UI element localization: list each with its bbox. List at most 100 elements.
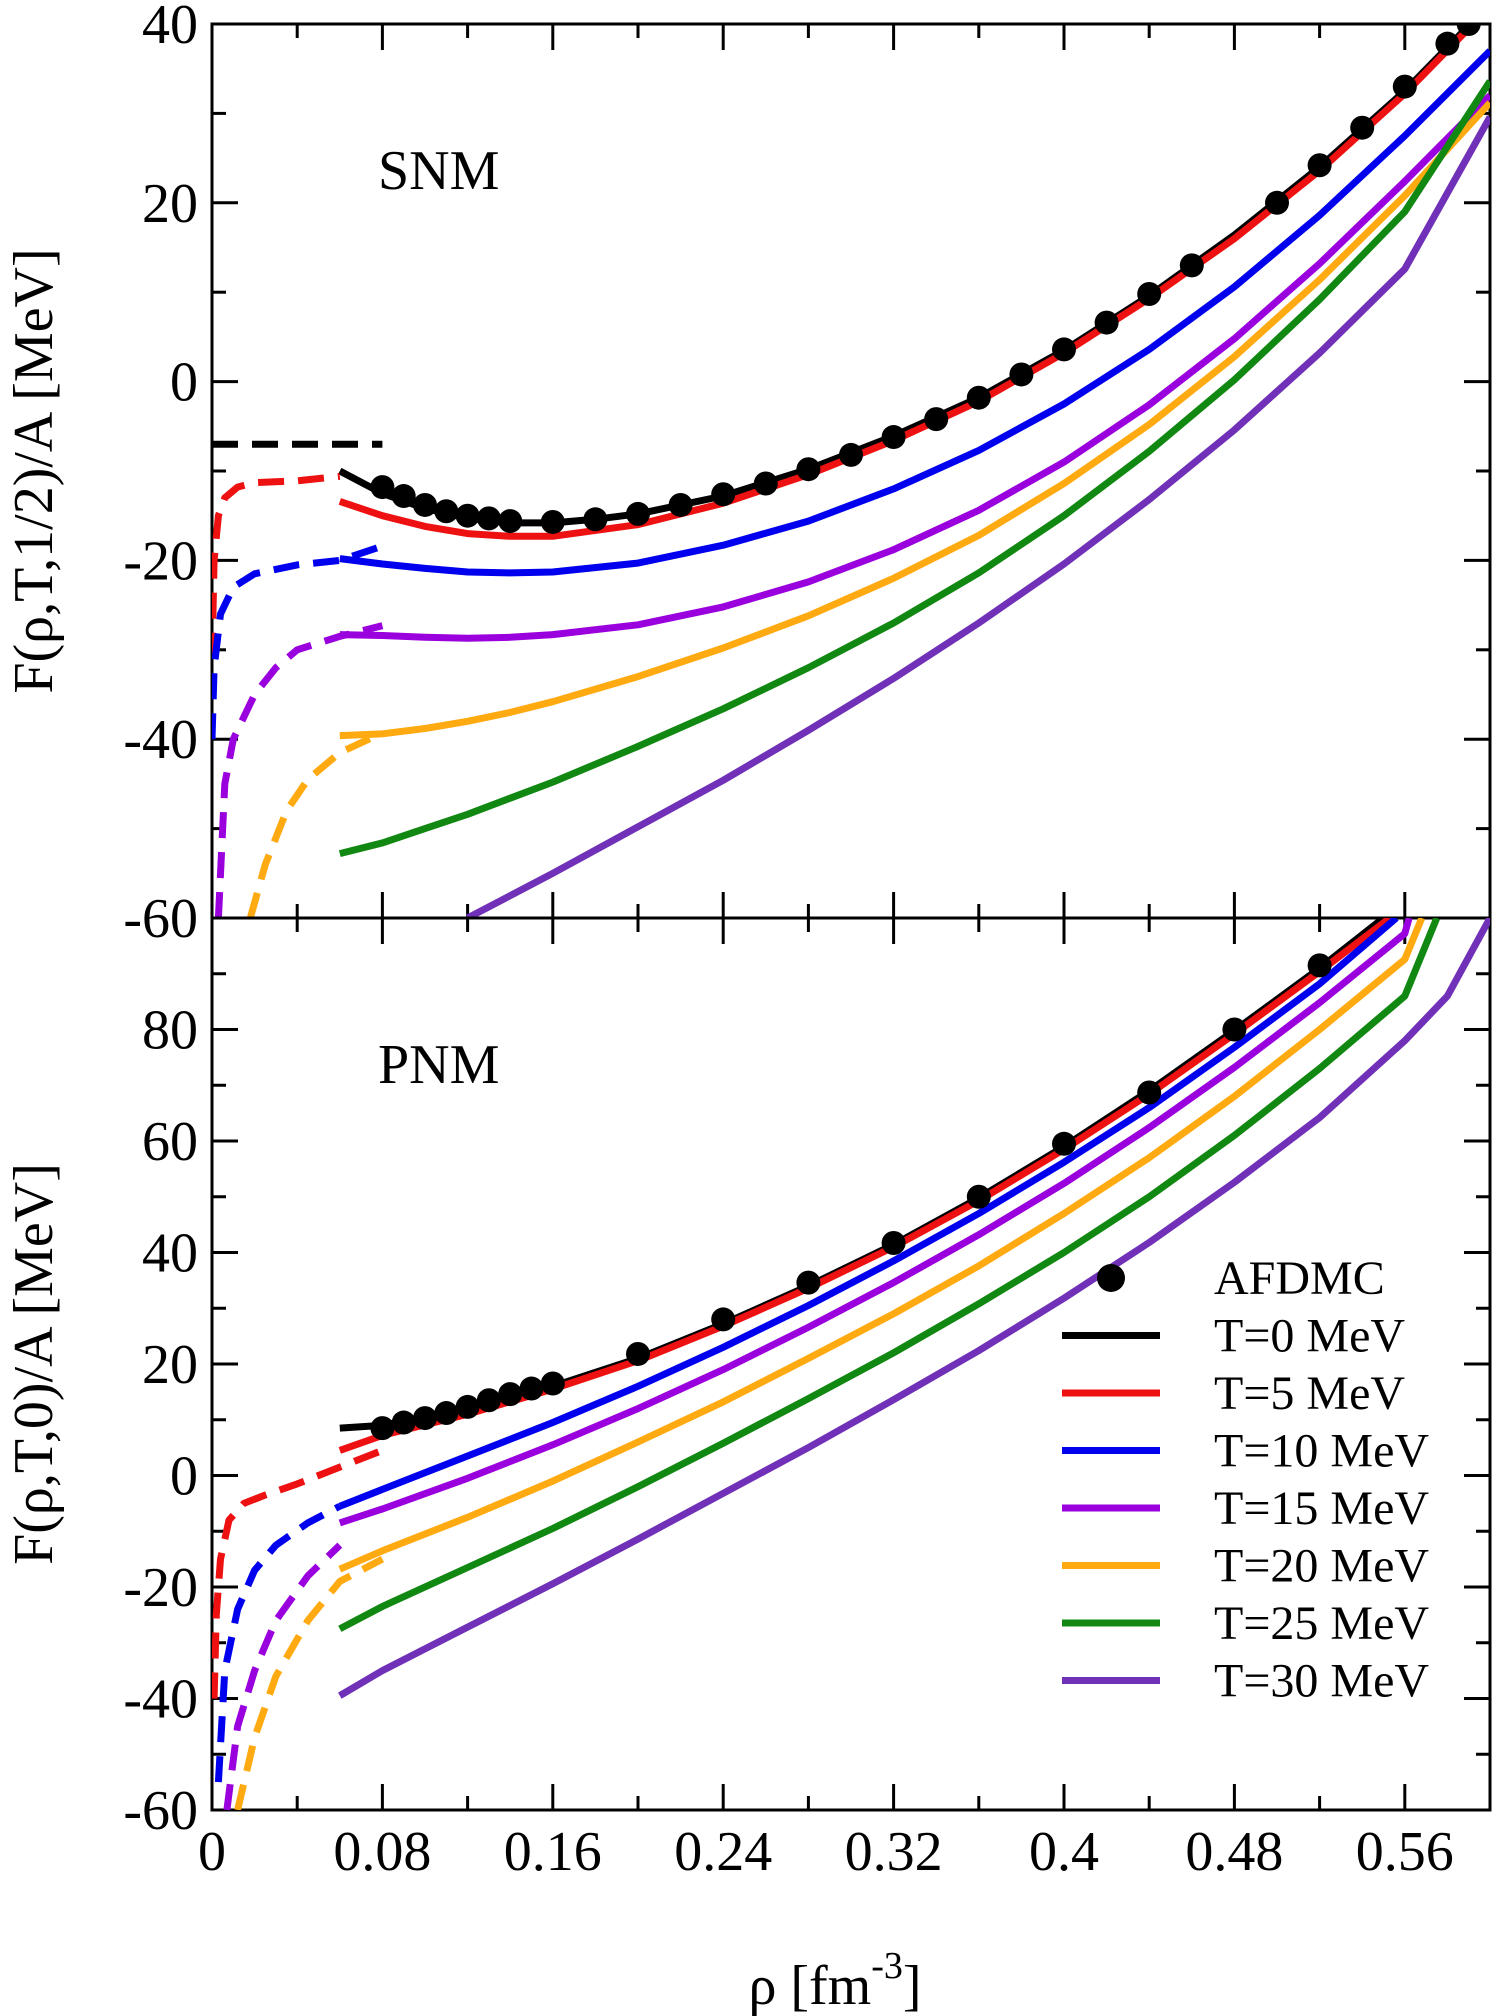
series-T20-dashed — [246, 729, 384, 918]
y-tick-label: -60 — [123, 888, 198, 950]
snm-panel: -60 -40 -20 0 20 40 F(ρ,T,1/2)/A [MeV] SNM — [3, 0, 1492, 950]
y-tick-label: 0 — [170, 1446, 198, 1508]
afdmc-point — [753, 471, 778, 496]
afdmc-point — [924, 407, 949, 432]
afdmc-point — [1137, 1080, 1162, 1105]
afdmc-point — [413, 1406, 437, 1431]
afdmc-point — [1435, 31, 1460, 56]
x-tick-label: 0.08 — [333, 1821, 431, 1883]
series-T15-dashed — [223, 1542, 343, 1810]
afdmc-point — [1222, 1017, 1247, 1042]
y-tick-label: -20 — [123, 1557, 198, 1619]
afdmc-point — [1456, 24, 1481, 36]
y-tick-label: -40 — [123, 1669, 198, 1731]
legend-label: T=30 MeV — [1214, 1655, 1429, 1708]
x-tick-label: 0.56 — [1356, 1821, 1454, 1883]
afdmc-point — [434, 1401, 459, 1426]
afdmc-point — [540, 1371, 565, 1396]
series-T25-line — [338, 918, 1441, 1632]
afdmc-point — [881, 1231, 906, 1256]
pnm-y-axis-title: F(ρ,T,0)/A [MeV] — [3, 1163, 65, 1565]
afdmc-point — [1307, 953, 1332, 978]
snm-panel-label: SNM — [378, 140, 499, 202]
afdmc-point — [966, 1184, 991, 1209]
x-tick-label: 0.24 — [674, 1821, 772, 1883]
y-tick-label: 80 — [142, 1000, 198, 1062]
afdmc-point — [434, 499, 459, 524]
y-tick-label: -60 — [123, 1780, 198, 1842]
afdmc-point — [881, 425, 906, 450]
legend-label: T=10 MeV — [1214, 1425, 1429, 1478]
y-tick-label: 40 — [142, 1223, 198, 1285]
series-T15-dashed — [214, 622, 384, 918]
series-T10-dashed — [214, 1503, 342, 1783]
afdmc-point — [1137, 281, 1162, 306]
legend-label: AFDMC — [1214, 1252, 1385, 1305]
series-T5-dashed — [212, 472, 341, 659]
legend-label: T=15 MeV — [1214, 1482, 1429, 1535]
legend-label: T=20 MeV — [1214, 1540, 1429, 1593]
series-T30-line — [465, 115, 1490, 918]
afdmc-point — [455, 503, 480, 528]
series-T15-line — [338, 918, 1413, 1527]
series-T10-dashed — [212, 542, 384, 740]
afdmc-point — [455, 1394, 480, 1419]
x-tick-label: 0 — [198, 1821, 226, 1883]
afdmc-point — [370, 475, 395, 500]
afdmc-point — [1307, 153, 1332, 178]
afdmc-point — [626, 501, 650, 526]
afdmc-point — [711, 1307, 736, 1332]
legend-label: T=25 MeV — [1214, 1597, 1429, 1650]
x-tick-label: 0.32 — [845, 1821, 943, 1883]
y-tick-label: 20 — [142, 173, 198, 235]
afdmc-point — [668, 492, 693, 517]
afdmc-point — [1052, 337, 1076, 362]
afdmc-point — [796, 1270, 821, 1295]
legend-label: T=5 MeV — [1214, 1367, 1405, 1420]
series-T30-line — [338, 918, 1490, 1699]
series-T25-line — [338, 79, 1490, 857]
legend-label: T=0 MeV — [1214, 1310, 1405, 1363]
y-tick-label: 40 — [142, 0, 198, 56]
y-tick-label: 60 — [142, 1111, 198, 1173]
afdmc-point — [498, 509, 523, 534]
afdmc-point — [1094, 310, 1119, 335]
afdmc-point — [476, 506, 501, 531]
afdmc-point — [711, 482, 736, 507]
y-tick-label: 0 — [170, 352, 198, 414]
afdmc-point — [519, 1376, 544, 1401]
pnm-panel-label: PNM — [378, 1034, 499, 1096]
afdmc-point — [498, 1382, 523, 1407]
y-tick-label: -40 — [123, 709, 198, 771]
series-T10-line — [338, 918, 1399, 1510]
afdmc-point — [391, 1410, 416, 1435]
pnm-panel: -60 -40 -20 0 20 40 60 80 0 0.08 0.16 0.24 0.32 0.4 0.… — [3, 916, 1492, 1883]
afdmc-point — [1392, 74, 1417, 99]
afdmc-point — [1350, 115, 1375, 140]
afdmc-point — [1265, 190, 1289, 215]
series-T15-line — [339, 93, 1490, 642]
afdmc-point — [626, 1341, 650, 1366]
afdmc-point — [540, 509, 565, 534]
afdmc-point — [476, 1388, 501, 1413]
afdmc-point — [1009, 362, 1034, 387]
series-T10-line — [339, 48, 1490, 577]
legend-marker-afdmc — [1097, 1264, 1125, 1292]
afdmc-point — [839, 442, 863, 467]
snm-y-axis-title: F(ρ,T,1/2)/A [MeV] — [3, 248, 65, 693]
y-tick-label: 20 — [142, 1334, 198, 1396]
series-T20-line — [339, 100, 1490, 740]
afdmc-point — [796, 457, 821, 482]
afdmc-point — [966, 385, 991, 410]
series-T5-dashed — [212, 1447, 384, 1699]
afdmc-point — [583, 507, 608, 532]
x-axis-title: ρ [fm-3] — [748, 1945, 921, 2016]
afdmc-point — [370, 1416, 395, 1441]
series-T20-dashed — [234, 1555, 385, 1810]
x-tick-label: 0.4 — [1029, 1821, 1099, 1883]
afdmc-point — [1179, 253, 1204, 278]
afdmc-point — [1052, 1131, 1076, 1156]
afdmc-point — [391, 484, 416, 509]
x-tick-label: 0.16 — [504, 1821, 602, 1883]
